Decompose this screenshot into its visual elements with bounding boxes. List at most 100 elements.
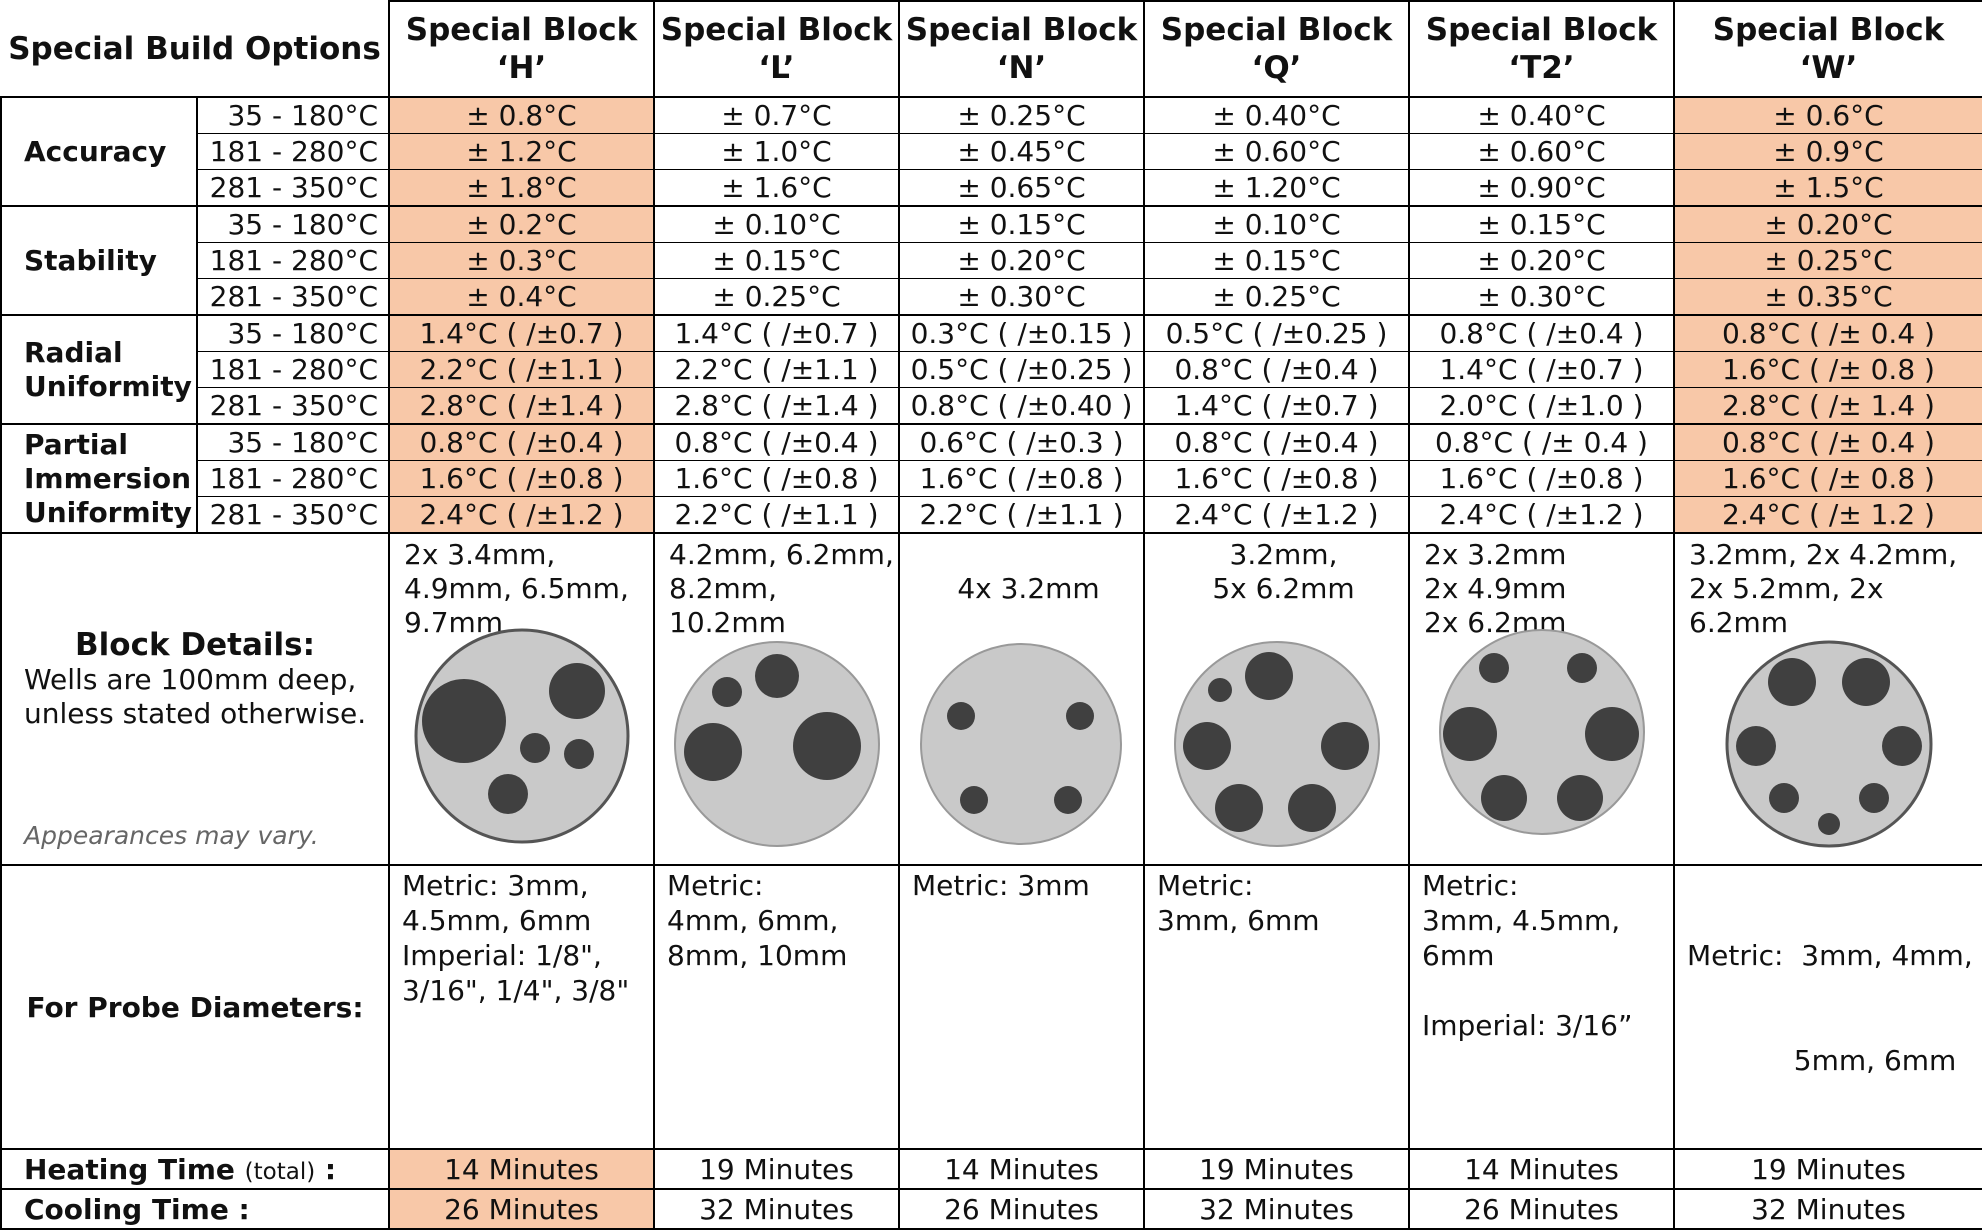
table-cell: 1.6°C ( /± 0.8 ) — [1673, 460, 1982, 497]
range-label: 35 - 180°C — [196, 423, 390, 461]
table-cell: ± 0.10°C — [1143, 205, 1410, 243]
table-cell: 1.4°C ( /±0.7 ) — [388, 314, 655, 352]
table-cell: ± 1.0°C — [653, 133, 900, 170]
table-cell: 1.6°C ( /±0.8 ) — [1408, 460, 1675, 497]
block-h-diagram — [414, 628, 629, 844]
table-cell: 26 Minutes — [898, 1188, 1145, 1230]
column-header-w: Special Block ‘W’ — [1673, 0, 1982, 98]
block-n-diagram — [920, 643, 1122, 845]
table-row: Stability 35 - 180°C ± 0.2°C ± 0.10°C ± … — [0, 205, 1982, 316]
table-cell: 1.6°C ( /±0.8 ) — [898, 460, 1145, 497]
range-label: 181 - 280°C — [196, 351, 390, 388]
table-cell: 1.6°C ( /±0.8 ) — [653, 460, 900, 497]
table-row: 281 - 350°C ± 0.4°C ± 0.25°C ± 0.30°C ± … — [1, 278, 1982, 316]
table-row: 281 - 350°C 2.8°C ( /±1.4 ) 2.8°C ( /±1.… — [1, 387, 1982, 425]
table-cell: ± 0.40°C — [1143, 96, 1410, 134]
column-header-l: Special Block ‘L’ — [653, 0, 900, 98]
table-cell: ± 0.35°C — [1673, 278, 1982, 316]
table-cell: ± 0.25°C — [898, 96, 1145, 134]
block-detail-q: 3.2mm, 5x 6.2mm — [1143, 532, 1410, 866]
table-cell: ± 0.8°C — [388, 96, 655, 134]
table-cell: ± 0.20°C — [1408, 242, 1675, 279]
block-t2-diagram — [1438, 629, 1645, 835]
table-cell: ± 0.25°C — [653, 278, 900, 316]
table-cell: 0.8°C ( /±0.4 ) — [1143, 423, 1410, 461]
table-cell: 26 Minutes — [388, 1188, 655, 1230]
table-cell: ± 0.90°C — [1408, 169, 1675, 207]
table-cell: 2.4°C ( /±1.2 ) — [1143, 496, 1410, 534]
table-cell: ± 1.20°C — [1143, 169, 1410, 207]
table-cell: ± 0.20°C — [898, 242, 1145, 279]
table-cell: 0.8°C ( /±0.40 ) — [898, 387, 1145, 425]
probe-cell-t2: Metric: 3mm, 4.5mm, 6mm Imperial: 3/16” — [1408, 864, 1675, 1150]
table-cell: 2.4°C ( /±1.2 ) — [388, 496, 655, 534]
table-row: Partial Immersion Uniformity 35 - 180°C … — [0, 423, 1982, 534]
table-cell: ± 0.15°C — [1408, 205, 1675, 243]
cooling-time-label: Cooling Time : — [0, 1188, 390, 1230]
table-cell: ± 0.10°C — [653, 205, 900, 243]
table-cell: ± 0.60°C — [1408, 133, 1675, 170]
table-cell: ± 0.15°C — [1143, 242, 1410, 279]
table-row: 181 - 280°C ± 1.2°C ± 1.0°C ± 0.45°C ± 0… — [1, 133, 1982, 170]
table-cell: ± 0.9°C — [1673, 133, 1982, 170]
table-cell: 32 Minutes — [1143, 1188, 1410, 1230]
group-label-radial-uniformity: Radial Uniformity — [0, 314, 198, 425]
table-cell: ± 0.60°C — [1143, 133, 1410, 170]
table-cell: ± 0.3°C — [388, 242, 655, 279]
table-title: Special Build Options — [1, 1, 390, 98]
column-header-n: Special Block ‘N’ — [898, 0, 1145, 98]
table-cell: ± 0.6°C — [1673, 96, 1982, 134]
table-cell: ± 1.2°C — [388, 133, 655, 170]
table-cell: 2.2°C ( /±1.1 ) — [898, 496, 1145, 534]
table-cell: 1.4°C ( /±0.7 ) — [653, 314, 900, 352]
table-cell: ± 0.45°C — [898, 133, 1145, 170]
table-cell: 2.2°C ( /±1.1 ) — [653, 351, 900, 388]
table-cell: 14 Minutes — [1408, 1148, 1675, 1190]
block-detail-n: 4x 3.2mm — [898, 532, 1145, 866]
table-cell: 26 Minutes — [1408, 1188, 1675, 1230]
table-cell: ± 1.6°C — [653, 169, 900, 207]
range-label: 281 - 350°C — [196, 169, 390, 207]
probe-diameters-row: For Probe Diameters: Metric: 3mm, 4.5mm,… — [0, 864, 1982, 1150]
table-cell: ± 1.8°C — [388, 169, 655, 207]
column-header-q: Special Block ‘Q’ — [1143, 0, 1410, 98]
probe-cell-w: Metric: 3mm, 4mm, 5mm, 6mm — [1673, 864, 1982, 1150]
table-cell: ± 0.25°C — [1143, 278, 1410, 316]
probe-cell-n: Metric: 3mm — [898, 864, 1145, 1150]
block-q-diagram — [1173, 641, 1380, 847]
cooling-time-row: Cooling Time : 26 Minutes 32 Minutes 26 … — [0, 1188, 1982, 1230]
table-cell: 2.4°C ( /± 1.2 ) — [1673, 496, 1982, 534]
table-cell: 14 Minutes — [898, 1148, 1145, 1190]
table-cell: ± 0.30°C — [898, 278, 1145, 316]
table-row: 181 - 280°C 2.2°C ( /±1.1 ) 2.2°C ( /±1.… — [1, 351, 1982, 388]
range-label: 281 - 350°C — [196, 278, 390, 316]
table-cell: 0.5°C ( /±0.25 ) — [898, 351, 1145, 388]
table-cell: 19 Minutes — [1143, 1148, 1410, 1190]
column-header-t2: Special Block ‘T2’ — [1408, 0, 1675, 98]
table-cell: 0.6°C ( /±0.3 ) — [898, 423, 1145, 461]
table-cell: 0.8°C ( /± 0.4 ) — [1673, 314, 1982, 352]
block-w-diagram — [1725, 640, 1932, 848]
table-row: 281 - 350°C ± 1.8°C ± 1.6°C ± 0.65°C ± 1… — [1, 169, 1982, 207]
table-cell: ± 0.65°C — [898, 169, 1145, 207]
range-label: 181 - 280°C — [196, 242, 390, 279]
table-cell: 32 Minutes — [653, 1188, 900, 1230]
table-cell: 0.8°C ( /± 0.4 ) — [1408, 423, 1675, 461]
table-cell: 0.8°C ( /±0.4 ) — [1143, 351, 1410, 388]
probe-cell-h: Metric: 3mm, 4.5mm, 6mm Imperial: 1/8", … — [388, 864, 655, 1150]
table-cell: 0.3°C ( /±0.15 ) — [898, 314, 1145, 352]
table-row: Radial Uniformity 35 - 180°C 1.4°C ( /±0… — [0, 314, 1982, 425]
table-cell: 19 Minutes — [1673, 1148, 1982, 1190]
table-cell: 2.2°C ( /±1.1 ) — [388, 351, 655, 388]
heating-time-row: Heating Time (total) : 14 Minutes 19 Min… — [0, 1148, 1982, 1190]
column-header-h: Special Block ‘H’ — [388, 0, 655, 98]
block-detail-h: 2x 3.4mm, 4.9mm, 6.5mm, 9.7mm — [388, 532, 655, 866]
table-cell: ± 0.7°C — [653, 96, 900, 134]
range-label: 281 - 350°C — [196, 387, 390, 425]
block-l-diagram — [673, 641, 880, 847]
range-label: 35 - 180°C — [196, 96, 390, 134]
table-cell: ± 0.30°C — [1408, 278, 1675, 316]
table-cell: 2.2°C ( /±1.1 ) — [653, 496, 900, 534]
table-cell: 0.8°C ( /± 0.4 ) — [1673, 423, 1982, 461]
table-cell: 2.4°C ( /±1.2 ) — [1408, 496, 1675, 534]
